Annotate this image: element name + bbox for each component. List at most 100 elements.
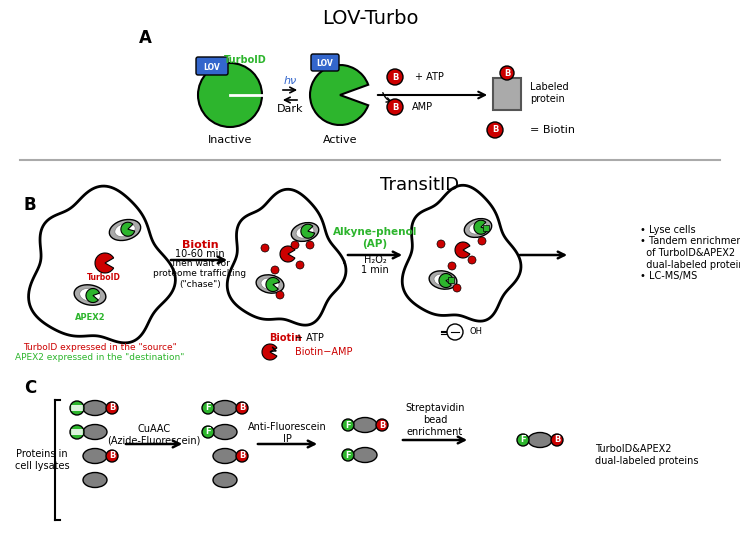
Text: TurboID expressed in the "source": TurboID expressed in the "source" xyxy=(23,344,177,353)
Text: APEX2: APEX2 xyxy=(75,314,105,322)
Circle shape xyxy=(106,450,118,462)
Wedge shape xyxy=(95,253,114,273)
Wedge shape xyxy=(262,344,277,360)
Text: C: C xyxy=(24,379,36,397)
Polygon shape xyxy=(227,189,346,325)
Text: B: B xyxy=(239,404,245,413)
Text: B: B xyxy=(24,196,36,214)
Circle shape xyxy=(296,261,304,269)
Circle shape xyxy=(70,401,84,415)
Circle shape xyxy=(517,434,529,446)
Text: Labeled
protein: Labeled protein xyxy=(530,82,568,104)
FancyBboxPatch shape xyxy=(196,57,228,75)
Text: TransitID: TransitID xyxy=(380,176,460,194)
Text: 10-60 min: 10-60 min xyxy=(175,249,225,259)
Bar xyxy=(493,78,521,110)
Wedge shape xyxy=(301,224,314,238)
Ellipse shape xyxy=(353,448,377,463)
Text: • Lyse cells
• Tandem enrichment
  of TurboID&APEX2
  dual-labeled proteins
• LC: • Lyse cells • Tandem enrichment of Turb… xyxy=(640,225,740,281)
Text: Biotin: Biotin xyxy=(182,240,218,250)
Circle shape xyxy=(551,434,563,446)
Text: Active: Active xyxy=(323,135,357,145)
Bar xyxy=(448,277,454,283)
Ellipse shape xyxy=(261,278,279,290)
Ellipse shape xyxy=(83,449,107,464)
Text: AMP: AMP xyxy=(412,102,433,112)
Text: F: F xyxy=(345,450,351,459)
Circle shape xyxy=(453,284,461,292)
Text: B: B xyxy=(554,435,560,444)
Text: B: B xyxy=(492,126,498,135)
Text: B: B xyxy=(391,102,398,112)
Text: 1 min: 1 min xyxy=(361,265,389,275)
Polygon shape xyxy=(29,186,175,343)
Wedge shape xyxy=(266,277,280,291)
Circle shape xyxy=(236,450,248,462)
Ellipse shape xyxy=(256,275,284,293)
Circle shape xyxy=(291,241,299,249)
Text: Biotin: Biotin xyxy=(269,333,301,343)
Text: hν: hν xyxy=(283,76,297,86)
Circle shape xyxy=(487,122,503,138)
Ellipse shape xyxy=(83,424,107,439)
Text: F: F xyxy=(205,428,211,436)
Ellipse shape xyxy=(80,289,101,302)
Wedge shape xyxy=(310,65,369,125)
Polygon shape xyxy=(403,185,521,321)
Ellipse shape xyxy=(74,285,106,305)
Wedge shape xyxy=(121,222,135,236)
Circle shape xyxy=(236,402,248,414)
Text: TurboID: TurboID xyxy=(223,55,266,65)
Ellipse shape xyxy=(528,433,552,448)
Text: B: B xyxy=(391,72,398,82)
Ellipse shape xyxy=(434,274,452,286)
Text: TurboID&APEX2
dual-labeled proteins: TurboID&APEX2 dual-labeled proteins xyxy=(595,444,699,466)
Wedge shape xyxy=(474,220,488,234)
Text: + ATP: + ATP xyxy=(415,72,444,82)
Circle shape xyxy=(376,419,388,431)
Circle shape xyxy=(447,324,463,340)
Ellipse shape xyxy=(110,220,141,241)
Circle shape xyxy=(387,69,403,85)
Circle shape xyxy=(437,240,445,248)
Text: Proteins in
cell lysates: Proteins in cell lysates xyxy=(15,449,70,471)
Ellipse shape xyxy=(353,418,377,433)
Circle shape xyxy=(342,449,354,461)
Text: LOV: LOV xyxy=(317,58,334,67)
Bar xyxy=(483,225,489,231)
Circle shape xyxy=(306,241,314,249)
Circle shape xyxy=(202,402,214,414)
Text: A: A xyxy=(138,29,152,47)
Ellipse shape xyxy=(429,271,457,289)
Text: Biotin−AMP: Biotin−AMP xyxy=(295,347,352,357)
Ellipse shape xyxy=(83,473,107,488)
Ellipse shape xyxy=(213,449,237,464)
Text: LOV-Turbo: LOV-Turbo xyxy=(322,8,418,27)
Circle shape xyxy=(271,266,279,274)
Circle shape xyxy=(276,291,284,299)
Text: OH: OH xyxy=(469,327,482,336)
Ellipse shape xyxy=(115,223,135,237)
Circle shape xyxy=(478,237,486,245)
Circle shape xyxy=(342,419,354,431)
Text: B: B xyxy=(109,404,115,413)
Text: B: B xyxy=(379,420,386,429)
Wedge shape xyxy=(280,246,295,262)
Text: Anti-Fluorescein
IP: Anti-Fluorescein IP xyxy=(248,422,326,444)
Text: + ATP: + ATP xyxy=(295,333,324,343)
Text: CuAAC
(Azide-Fluorescein): CuAAC (Azide-Fluorescein) xyxy=(107,424,201,446)
Text: F: F xyxy=(520,435,526,444)
Wedge shape xyxy=(439,274,453,287)
Text: B: B xyxy=(239,451,245,460)
Text: H₂O₂: H₂O₂ xyxy=(363,255,386,265)
Circle shape xyxy=(448,262,456,270)
Text: TurboID: TurboID xyxy=(87,274,121,282)
Ellipse shape xyxy=(213,400,237,415)
Text: Inactive: Inactive xyxy=(208,135,252,145)
FancyBboxPatch shape xyxy=(311,54,339,71)
Circle shape xyxy=(387,99,403,115)
Circle shape xyxy=(261,244,269,252)
Circle shape xyxy=(70,425,84,439)
Ellipse shape xyxy=(213,473,237,488)
Ellipse shape xyxy=(292,222,319,241)
